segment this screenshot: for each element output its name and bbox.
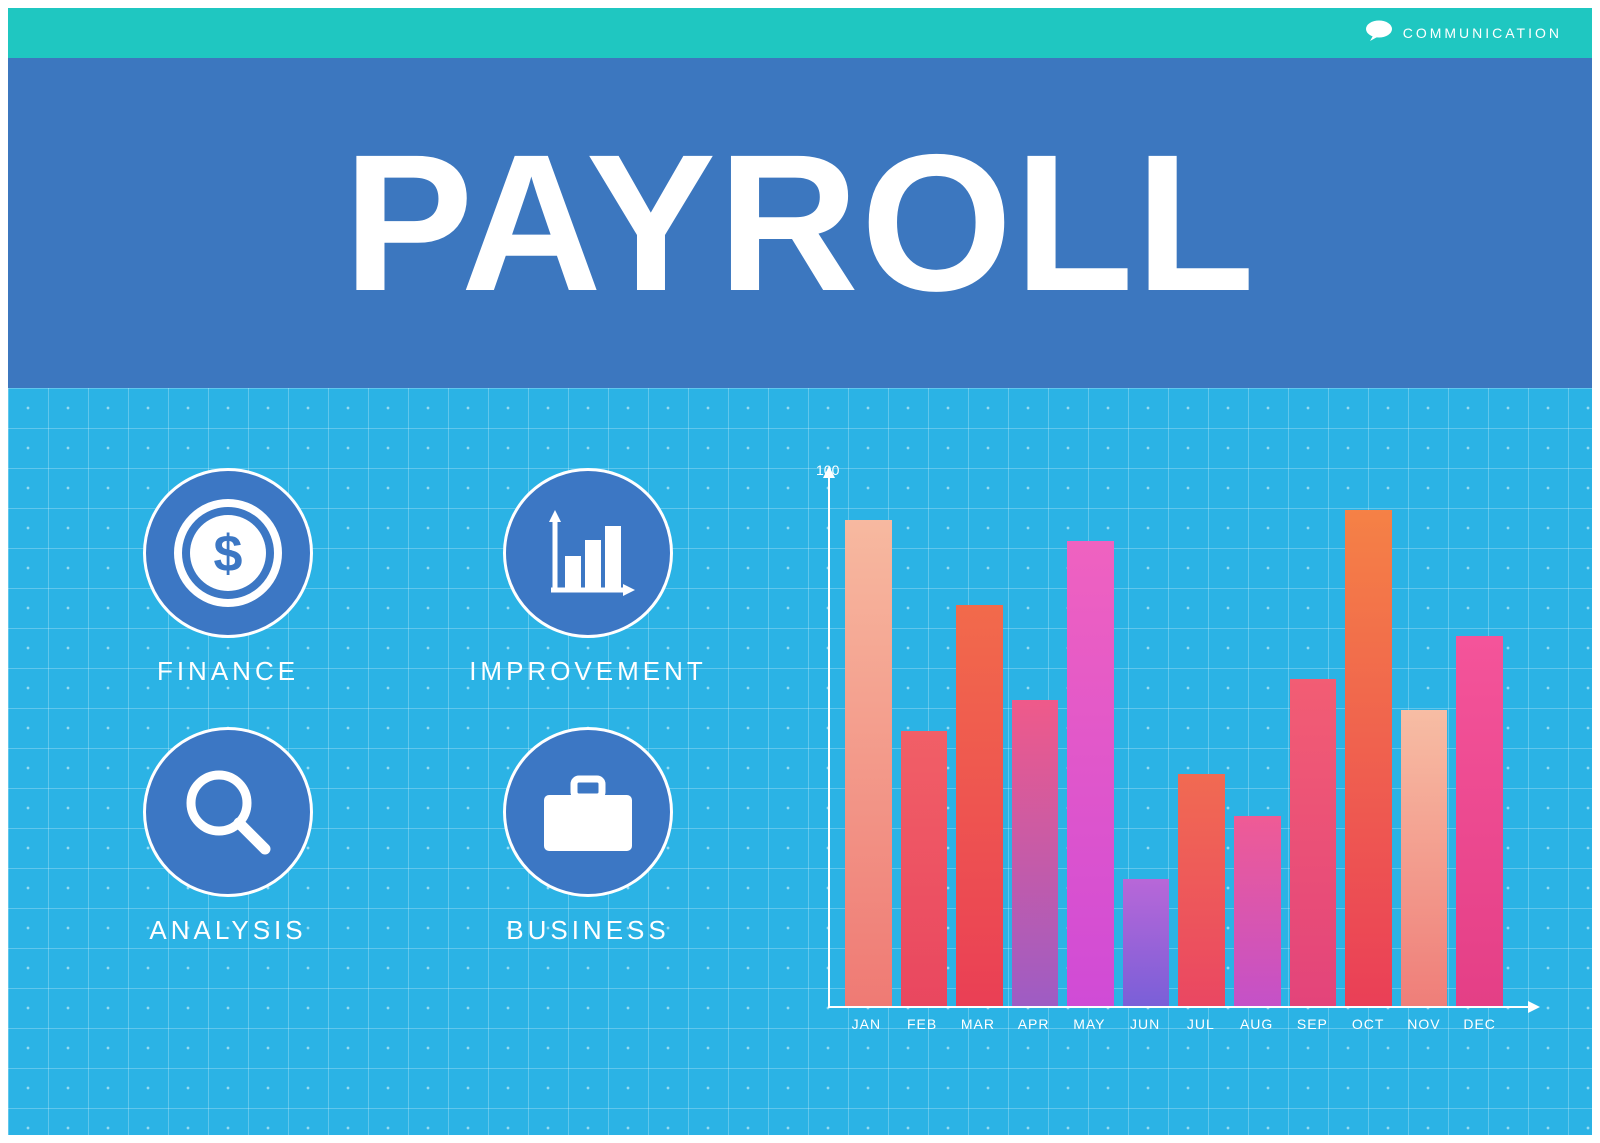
tile-finance: $ FINANCE xyxy=(108,468,348,687)
title-band: PAYROLL xyxy=(8,58,1592,388)
x-label-dec: DEC xyxy=(1456,1016,1503,1032)
x-label-jan: JAN xyxy=(843,1016,890,1032)
bar-jul xyxy=(1178,774,1225,1006)
chat-bubble-icon xyxy=(1365,20,1393,47)
tile-label-analysis: ANALYSIS xyxy=(149,915,306,946)
magnifier-icon xyxy=(143,727,313,897)
x-label-jun: JUN xyxy=(1122,1016,1169,1032)
bar-sep xyxy=(1290,679,1337,1006)
x-label-apr: APR xyxy=(1010,1016,1057,1032)
top-strip-label: COMMUNICATION xyxy=(1403,25,1562,41)
bar-feb xyxy=(901,731,948,1006)
tile-label-improvement: IMPROVEMENT xyxy=(469,656,707,687)
svg-text:$: $ xyxy=(214,525,243,583)
tile-analysis: ANALYSIS xyxy=(108,727,348,946)
bar-oct xyxy=(1345,510,1392,1006)
dollar-coin-icon: $ xyxy=(143,468,313,638)
x-label-may: MAY xyxy=(1066,1016,1113,1032)
bar-dec xyxy=(1456,636,1503,1006)
x-label-jul: JUL xyxy=(1178,1016,1225,1032)
briefcase-icon xyxy=(503,727,673,897)
infographic-canvas: COMMUNICATION PAYROLL $ FINANCE xyxy=(8,8,1592,1135)
tile-business: BUSINESS xyxy=(468,727,708,946)
chart-bars xyxy=(845,478,1503,1006)
page-title: PAYROLL xyxy=(343,111,1256,335)
tile-improvement: IMPROVEMENT xyxy=(468,468,708,687)
x-label-mar: MAR xyxy=(955,1016,1002,1032)
bar-jun xyxy=(1123,879,1170,1006)
tile-label-finance: FINANCE xyxy=(157,656,299,687)
x-label-oct: OCT xyxy=(1345,1016,1392,1032)
chart-x-labels: JAN FEB MAR APR MAY JUN JUL AUG SEP OCT NOV DEC xyxy=(843,1016,1503,1032)
bar-apr xyxy=(1012,700,1059,1006)
bar-may xyxy=(1067,541,1114,1006)
icon-tiles: $ FINANCE IMPROVEM xyxy=(108,468,708,946)
lower-panel: $ FINANCE IMPROVEM xyxy=(8,388,1592,1135)
x-label-feb: FEB xyxy=(899,1016,946,1032)
bar-nov xyxy=(1401,710,1448,1006)
chart-plot-area xyxy=(828,478,1528,1008)
bar-aug xyxy=(1234,816,1281,1006)
bar-chart-arrow-icon xyxy=(503,468,673,638)
bar-chart: 100 JANFEBMARAPRMAYJUNJULAUGSEPOCTNOVDEC xyxy=(798,468,1528,1068)
tile-label-business: BUSINESS xyxy=(506,915,670,946)
x-label-aug: AUG xyxy=(1233,1016,1280,1032)
bar-jan xyxy=(845,520,892,1006)
top-strip: COMMUNICATION xyxy=(8,8,1592,58)
x-label-nov: NOV xyxy=(1401,1016,1448,1032)
x-label-sep: SEP xyxy=(1289,1016,1336,1032)
bar-mar xyxy=(956,605,1003,1006)
